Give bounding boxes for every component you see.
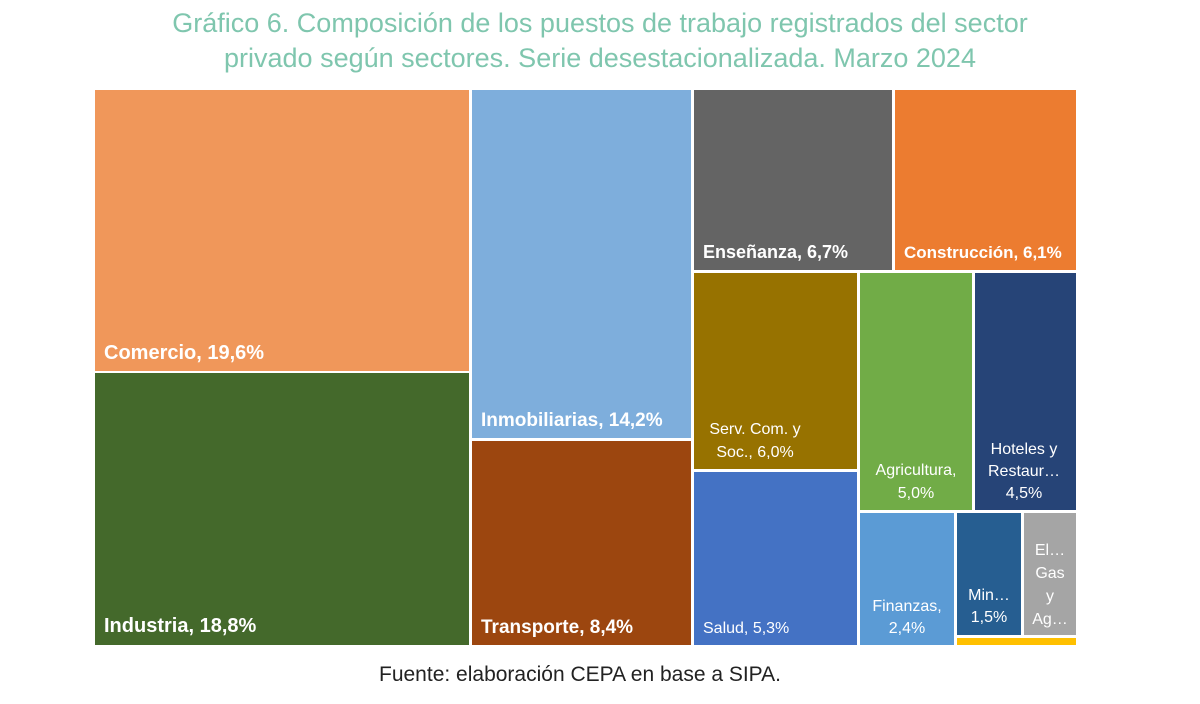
treemap-tile-ensenanza: Enseñanza, 6,7% xyxy=(694,90,892,270)
treemap-label-transporte: Transporte, 8,4% xyxy=(481,617,633,638)
treemap-label-line: Min… xyxy=(968,587,1010,604)
treemap-label-line: Enseñanza, 6,7% xyxy=(703,242,848,262)
treemap-rect-salud xyxy=(694,472,857,645)
treemap-label-line: Salud, 5,3% xyxy=(703,620,789,637)
treemap-rect-industria xyxy=(95,373,469,645)
treemap-label-line: 5,0% xyxy=(898,485,934,502)
treemap-tile-serv: Serv. Com. y Soc., 6,0% xyxy=(694,273,857,469)
treemap-label-line: Agricultura, xyxy=(876,462,957,479)
treemap-label-line: El… xyxy=(1035,542,1065,559)
treemap-label-agricultura: Agricultura, 5,0% xyxy=(876,462,957,502)
treemap-label-line: Transporte, 8,4% xyxy=(481,617,633,638)
chart-title: Gráfico 6. Composición de los puestos de… xyxy=(40,6,1160,76)
treemap-rect-transporte xyxy=(472,441,691,645)
treemap-rect-finanzas xyxy=(860,513,954,645)
treemap-tile-electricidad: El… Gas y Ag… xyxy=(1024,513,1076,635)
treemap-tile-salud: Salud, 5,3% xyxy=(694,472,857,645)
treemap-tile-mineria: Min… 1,5% xyxy=(957,513,1021,635)
treemap-label-line: 2,4% xyxy=(889,620,925,637)
treemap-tile-transporte: Transporte, 8,4% xyxy=(472,441,691,645)
treemap-label-line: Ag… xyxy=(1032,611,1068,628)
treemap-tile-finanzas: Finanzas, 2,4% xyxy=(860,513,954,645)
treemap-rect-serv xyxy=(694,273,857,469)
treemap-rect-otros xyxy=(957,638,1076,645)
treemap-tile-otros xyxy=(957,638,1076,645)
treemap-label-mineria: Min… 1,5% xyxy=(968,587,1010,626)
treemap-tile-comercio: Comercio, 19,6% xyxy=(95,90,469,371)
treemap-label-ensenanza: Enseñanza, 6,7% xyxy=(703,242,848,262)
treemap-label-industria: Industria, 18,8% xyxy=(104,615,256,637)
treemap-label-inmobiliarias: Inmobiliarias, 14,2% xyxy=(481,410,663,431)
treemap-rect-mineria xyxy=(957,513,1021,635)
treemap-label-line: Finanzas, xyxy=(872,598,941,615)
treemap-tile-agricultura: Agricultura, 5,0% xyxy=(860,273,972,510)
treemap-rect-agricultura xyxy=(860,273,972,510)
treemap-rect-electricidad xyxy=(1024,513,1076,635)
treemap-tile-hoteles: Hoteles y Restaur… 4,5% xyxy=(975,273,1076,510)
treemap-label-line: 4,5% xyxy=(1006,485,1042,502)
treemap-tile-inmobiliarias: Inmobiliarias, 14,2% xyxy=(472,90,691,438)
treemap-label-line: Gas xyxy=(1035,565,1064,582)
treemap-label-hoteles: Hoteles y Restaur… 4,5% xyxy=(988,441,1060,502)
treemap-label-line: Inmobiliarias, 14,2% xyxy=(481,410,663,431)
treemap-label-salud: Salud, 5,3% xyxy=(703,620,789,637)
treemap-rect-ensenanza xyxy=(694,90,892,270)
treemap-label-line: Soc., 6,0% xyxy=(716,444,793,461)
treemap-tile-industria: Industria, 18,8% xyxy=(95,373,469,645)
treemap-label-electricidad: El… Gas y Ag… xyxy=(1032,542,1068,628)
treemap-label-line: Serv. Com. y xyxy=(709,421,800,438)
treemap-label-serv: Serv. Com. y Soc., 6,0% xyxy=(709,421,800,461)
chart-title-line-1: Gráfico 6. Composición de los puestos de… xyxy=(172,8,1028,38)
treemap-rect-inmobiliarias xyxy=(472,90,691,438)
chart-title-line-2: privado según sectores. Serie desestacio… xyxy=(224,43,976,73)
treemap-rect-hoteles xyxy=(975,273,1076,510)
treemap-label-line: Hoteles y xyxy=(991,441,1058,458)
treemap-label-comercio: Comercio, 19,6% xyxy=(104,342,264,364)
treemap-label-line: Construcción, 6,1% xyxy=(904,243,1062,262)
treemap-label-line: Restaur… xyxy=(988,463,1060,480)
treemap-rect-construccion xyxy=(895,90,1076,270)
treemap-label-construccion: Construcción, 6,1% xyxy=(904,243,1062,262)
source-note: Fuente: elaboración CEPA en base a SIPA. xyxy=(379,663,781,686)
treemap-tile-construccion: Construcción, 6,1% xyxy=(895,90,1076,270)
treemap-label-finanzas: Finanzas, 2,4% xyxy=(872,598,941,637)
treemap-label-line: Industria, 18,8% xyxy=(104,615,256,637)
treemap-rect-comercio xyxy=(95,90,469,371)
treemap-label-line: y xyxy=(1046,588,1054,605)
treemap-label-line: 1,5% xyxy=(971,609,1007,626)
treemap-label-line: Comercio, 19,6% xyxy=(104,342,264,364)
